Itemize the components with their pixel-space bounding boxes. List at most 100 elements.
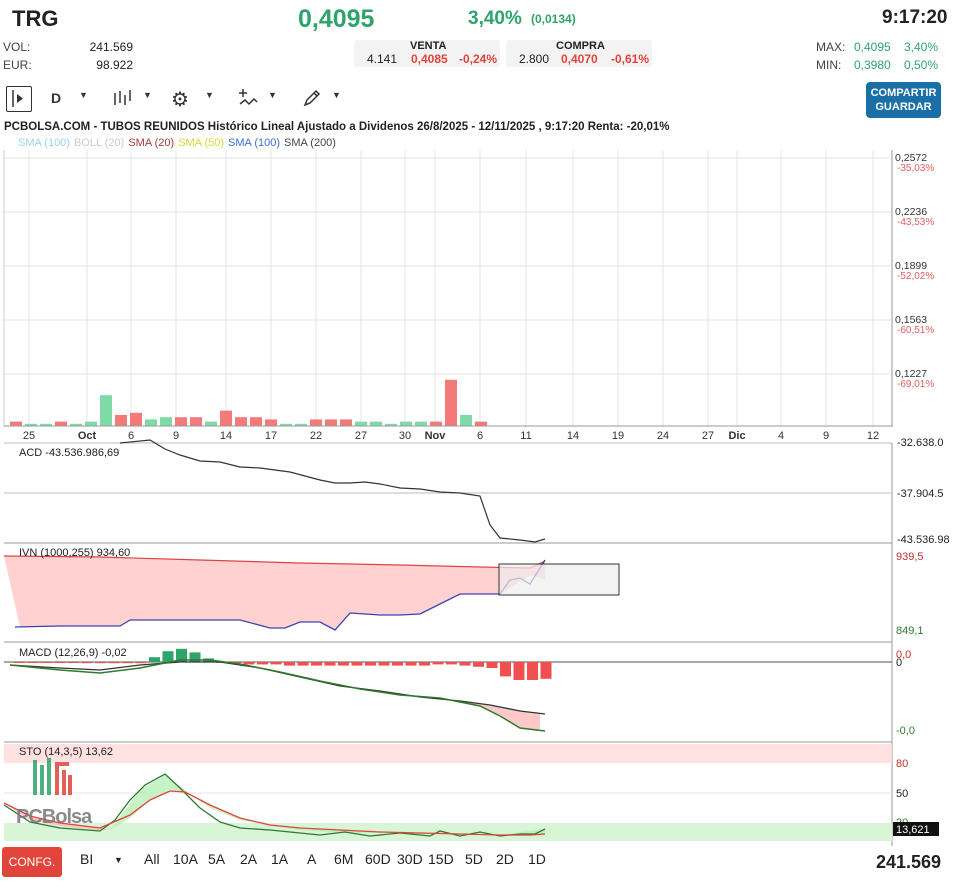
price-tick-label: 0,1227 [895,368,927,380]
chart-mode-selector[interactable]: BI [80,851,94,867]
volume-bar [475,421,487,426]
x-tick-label: Nov [425,430,447,442]
macd-histogram-bar [162,651,174,662]
period-button[interactable]: All [144,851,160,867]
period-button[interactable]: 10A [173,851,198,867]
period-button[interactable]: 6M [334,851,354,867]
eur-value: 98.922 [96,58,133,72]
volume-bar [445,379,457,426]
x-tick-label: 6 [128,430,134,442]
sto-fill-red [4,803,110,830]
chevron-down-icon[interactable]: ▼ [79,90,88,100]
max-value: 0,4095 [854,40,891,54]
volume-bar [340,419,352,426]
x-tick-label: 17 [265,430,277,442]
macd-histogram-bar [527,662,538,680]
volume-bar [145,419,157,426]
interval-selector[interactable]: D [51,90,62,106]
macd-histogram-bar [68,662,79,663]
price-tick-label: 0,2572 [895,152,927,164]
period-button[interactable]: 1D [528,851,546,867]
chevron-down-icon[interactable]: ▼ [268,90,277,100]
x-tick-label: 27 [355,430,367,442]
config-button[interactable]: CONFG. [2,847,62,877]
macd-label: MACD (12,26,9) -0,02 [19,647,127,659]
change-percent: 3,40% [468,8,522,29]
period-button[interactable]: 1A [271,851,289,867]
volume-bar [55,421,67,426]
acd-label: ACD -43.536.986,69 [19,447,119,459]
x-tick-label: Oct [78,430,97,442]
macd-histogram-bar [270,662,282,665]
volume-bar [385,423,397,426]
acd-mid-value: -37.904.5 [897,488,943,500]
ivn-bottom-value: 849,1 [896,625,924,637]
candlestick-icon[interactable] [112,89,132,112]
sto-current-value: 13,621 [896,824,930,836]
x-tick-label: 11 [520,430,531,442]
last-price: 0,4095 [298,5,375,33]
acd-line [119,439,546,543]
compra-box: COMPRA 2.800 0,4070 -0,61% [506,40,652,67]
macd-histogram-bar [149,657,160,662]
macd-histogram-bar [81,662,93,664]
compra-qty: 2.800 [519,52,550,66]
macd-histogram-bar [351,662,363,666]
legend-item[interactable]: SMA (20) [128,137,175,149]
period-button[interactable]: 15D [428,851,454,867]
legend-item[interactable]: BOLL (20) [73,137,125,149]
legend-item[interactable]: SMA (100) [18,137,70,149]
min-label: MIN: [816,58,842,72]
period-button[interactable]: 60D [365,851,391,867]
legend-item[interactable]: SMA (100) [228,137,280,149]
macd-histogram-bar [95,662,106,664]
draw-pencil-icon[interactable] [302,88,322,113]
venta-label: VENTA [410,40,447,52]
gear-icon[interactable]: ⚙ [171,89,189,111]
venta-pct: -0,24% [459,52,498,66]
x-tick-label: 25 [23,430,35,442]
legend-item[interactable]: SMA (50) [178,137,225,149]
share-save-button[interactable]: COMPARTIR GUARDAR [866,82,941,118]
volume-bar [40,423,52,426]
macd-histogram-bar [473,662,484,667]
period-button[interactable]: 5A [208,851,226,867]
chevron-down-icon[interactable]: ▼ [114,855,123,865]
volume-bar [205,421,217,426]
period-button[interactable]: 30D [397,851,423,867]
percent-tick-label: -35,03% [897,163,934,174]
period-button[interactable]: 2D [496,851,514,867]
x-tick-label: 9 [173,430,179,442]
macd-histogram-bar [540,662,552,679]
macd-histogram-bar [324,662,336,666]
percent-tick-label: -69,01% [897,379,934,390]
ivn-fill [4,556,545,630]
add-indicator-icon[interactable] [238,88,258,113]
period-button[interactable]: A [307,851,317,867]
macd-zero-value: 0 [896,657,902,669]
macd-histogram-bar [432,662,444,665]
x-tick-label: 19 [612,430,624,442]
chevron-down-icon[interactable]: ▼ [143,90,152,100]
panel-toggle-icon[interactable] [6,86,32,112]
venta-box: VENTA 4.141 0,4085 -0,24% [354,40,500,67]
macd-histogram-bar [311,662,322,666]
macd-histogram-bar [500,662,511,677]
volume-bar [430,421,442,426]
macd-histogram-bar [108,662,120,664]
indicator-legend: SMA (100) BOLL (20) SMA (20) SMA (50) SMA (1… [18,137,340,149]
chevron-down-icon[interactable]: ▼ [205,90,214,100]
chart-canvas[interactable]: 0,2572-35,03% 0,2236-43,53% 0,1899-52,02% 0… [0,150,956,846]
price-tick-label: 0,2236 [895,206,927,218]
volume-bar [250,417,262,426]
quote-time: 9:17:20 [882,7,948,28]
macd-signal-line [9,661,546,715]
period-button[interactable]: 2A [240,851,258,867]
legend-item[interactable]: SMA (200) [284,137,336,149]
macd-histogram-bar [54,662,66,663]
macd-histogram-bar [446,662,457,665]
period-button[interactable]: 5D [465,851,483,867]
chevron-down-icon[interactable]: ▼ [332,90,341,100]
chart-title: PCBOLSA.COM - TUBOS REUNIDOS Histórico L… [4,121,670,133]
watermark-text: PCBolsa [16,806,93,828]
